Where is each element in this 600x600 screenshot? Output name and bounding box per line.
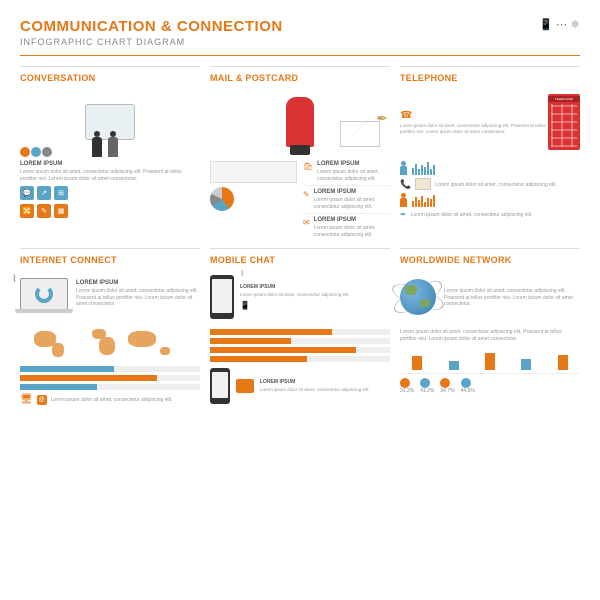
conv-text: Lorem ipsum dolor sit amet, consectetur … bbox=[20, 169, 200, 182]
internet-title: INTERNET CONNECT bbox=[20, 255, 200, 265]
conv-icons: 💬↗⊞ bbox=[20, 186, 200, 200]
ww-dots: 31.2% 41.2% 34.7% 44.5% bbox=[400, 378, 580, 394]
ww-bars bbox=[400, 350, 580, 370]
mail-pie-chart bbox=[210, 187, 234, 211]
walking-people-icon bbox=[92, 131, 118, 157]
header: COMMUNICATION & CONNECTION INFOGRAPHIC C… bbox=[20, 18, 580, 47]
tel-person-1 bbox=[400, 161, 580, 175]
telephone-title: TELEPHONE bbox=[400, 73, 580, 83]
conversation-title: CONVERSATION bbox=[20, 73, 200, 83]
subtitle: INFOGRAPHIC CHART DIAGRAM bbox=[20, 37, 580, 47]
avatar-heads bbox=[20, 147, 52, 157]
worldwide-title: WORLDWIDE NETWORK bbox=[400, 255, 580, 265]
globe-icon bbox=[400, 279, 436, 315]
tel-person-2: 📞 Lorem ipsum dolor sit amet, consectetu… bbox=[400, 178, 580, 190]
wifi-icon: ⌇ bbox=[240, 269, 244, 278]
world-map bbox=[20, 323, 200, 363]
net-prog-3 bbox=[20, 384, 200, 390]
smartphone-icon bbox=[210, 275, 234, 319]
mob-prog-1 bbox=[210, 329, 390, 335]
phone-icon: ☎ bbox=[400, 110, 548, 121]
wifi-icon: ⌇ bbox=[12, 274, 17, 285]
mailbox-icon bbox=[286, 97, 314, 147]
phone-atom-icon: 📱 ⋯ ⚛ bbox=[539, 18, 580, 31]
phonebooth-icon bbox=[548, 94, 580, 150]
postcard-icon bbox=[210, 161, 297, 183]
section-conversation: CONVERSATION LOREM IPSUM Lorem ipsum dol… bbox=[20, 66, 200, 238]
section-mail: MAIL & POSTCARD ✒ 🛍LOREM IPSUMLorem ipsu… bbox=[210, 66, 390, 238]
section-worldwide: WORLDWIDE NETWORK Lorem ipsum dolor sit … bbox=[400, 248, 580, 405]
conv-label: LOREM IPSUM bbox=[20, 161, 200, 167]
section-telephone: TELEPHONE ☎ Lorem ipsum dolor sit amet, … bbox=[400, 66, 580, 238]
section-internet: INTERNET CONNECT ⌇ LOREM IPSUM Lorem ips… bbox=[20, 248, 200, 405]
header-divider bbox=[20, 55, 580, 56]
laptop-icon bbox=[20, 278, 68, 310]
chat-bubble-icon bbox=[236, 379, 254, 393]
envelope-icon bbox=[340, 121, 380, 147]
pen-icon: ✒ bbox=[376, 110, 388, 127]
mobile-title: MOBILE CHAT bbox=[210, 255, 390, 265]
net-prog-1 bbox=[20, 366, 200, 372]
main-title: COMMUNICATION & CONNECTION bbox=[20, 18, 580, 35]
mail-title: MAIL & POSTCARD bbox=[210, 73, 390, 83]
smartphone-icon-2 bbox=[210, 368, 230, 404]
net-prog-2 bbox=[20, 375, 200, 381]
section-mobile: MOBILE CHAT ⌇ LOREM IPSUM Lorem ipsum do… bbox=[210, 248, 390, 405]
